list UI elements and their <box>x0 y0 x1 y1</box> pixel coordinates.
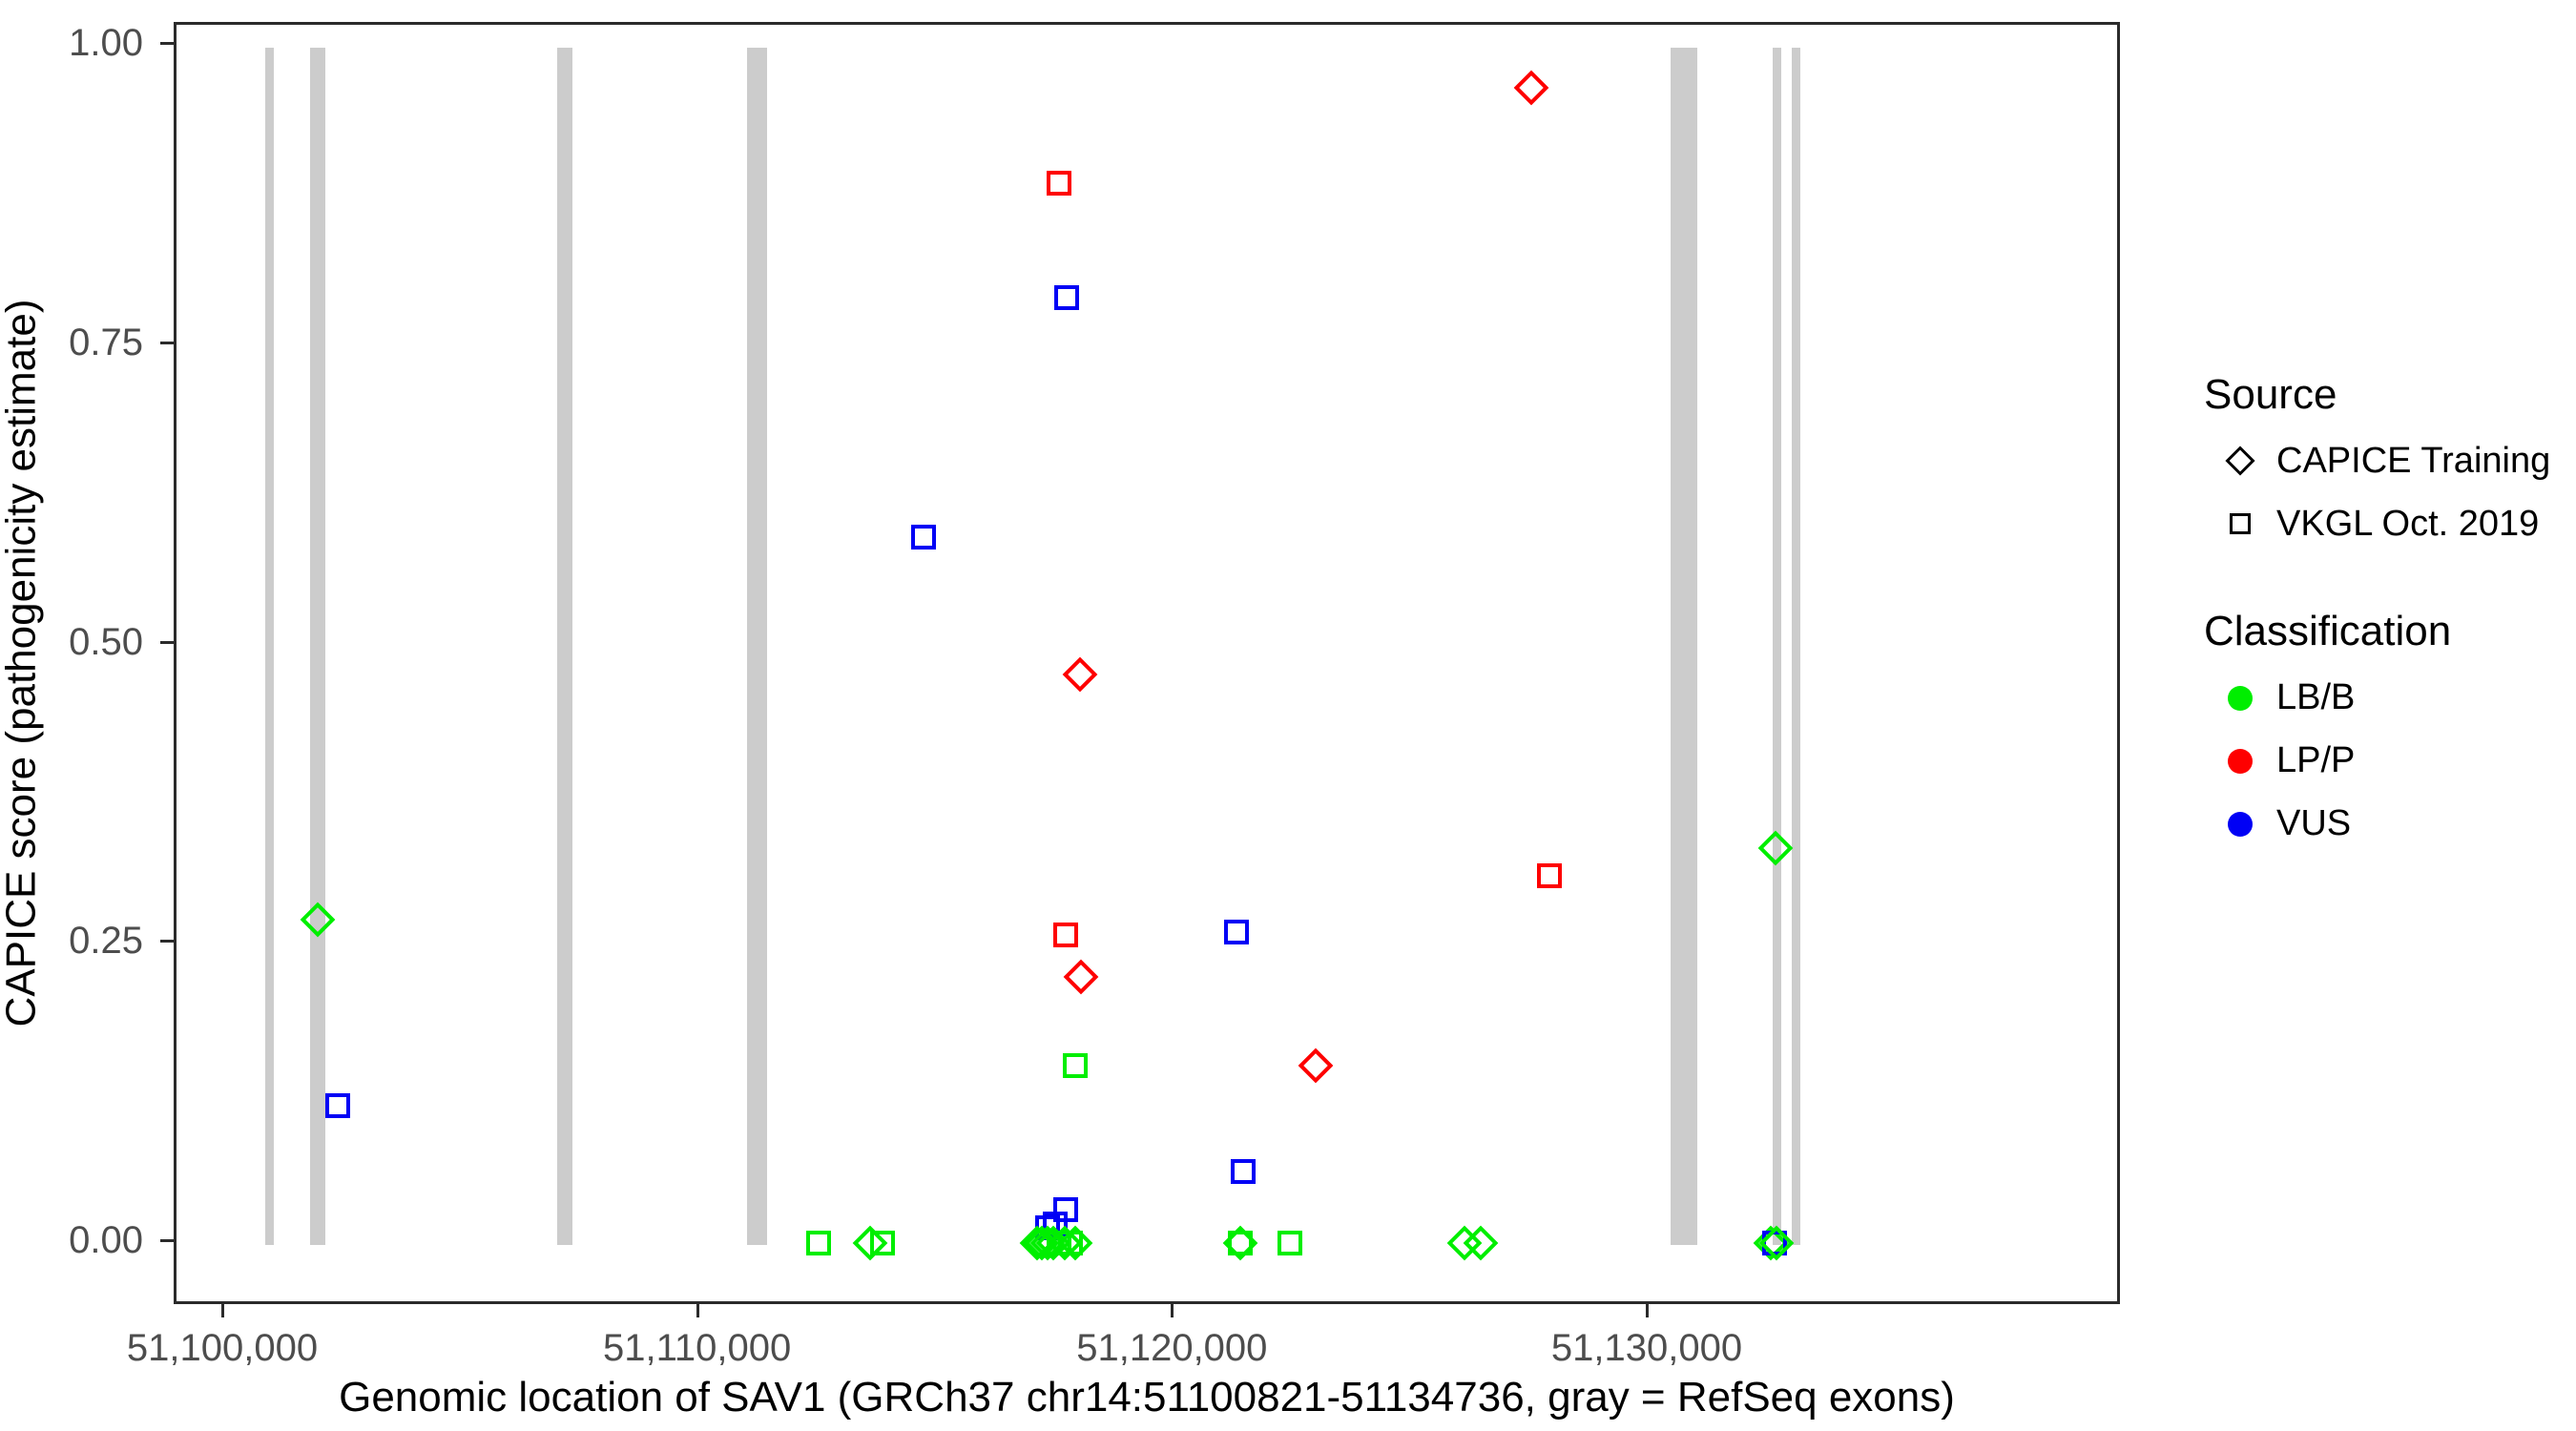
color-dot-icon <box>2204 811 2276 837</box>
y-tick-mark <box>160 940 174 944</box>
x-tick-label: 51,130,000 <box>1550 1327 1743 1369</box>
exon-bar <box>1671 48 1697 1245</box>
data-point <box>1062 656 1098 693</box>
data-point <box>910 524 936 550</box>
legend-item-label: VUS <box>2276 803 2352 844</box>
legend-classification-title: Classification <box>2204 608 2452 655</box>
y-tick-label: 0.00 <box>69 1219 143 1261</box>
legend-item-vkgl[interactable]: VKGL Oct. 2019 <box>2204 492 2566 555</box>
y-tick-label: 0.75 <box>69 321 143 363</box>
data-point <box>1057 1231 1083 1255</box>
dot-glyph <box>2228 748 2253 774</box>
color-dot-icon <box>2204 748 2276 774</box>
data-point <box>806 1231 832 1255</box>
legend-item-label: LB/B <box>2276 677 2356 718</box>
y-tick-label: 1.00 <box>69 22 143 64</box>
legend-item-label: VKGL Oct. 2019 <box>2276 503 2540 544</box>
legend-item-vus[interactable]: VUS <box>2204 793 2566 856</box>
data-point <box>1298 1047 1334 1084</box>
color-dot-icon <box>2204 685 2276 711</box>
data-point <box>1053 284 1079 310</box>
plot-area <box>177 25 2117 1301</box>
data-point <box>869 1231 895 1255</box>
data-point <box>325 1092 351 1118</box>
legend-source-title: Source <box>2204 371 2337 418</box>
legend-classification-items: LB/B LP/P VUS <box>2204 667 2566 856</box>
x-tick-mark <box>696 1304 699 1317</box>
y-tick-mark <box>160 341 174 344</box>
data-point <box>1762 1231 1788 1255</box>
dot-glyph <box>2228 685 2253 711</box>
y-tick-mark <box>160 42 174 45</box>
legend-item-lb-b[interactable]: LB/B <box>2204 667 2566 730</box>
x-tick-label: 51,100,000 <box>126 1327 319 1369</box>
data-point <box>1757 830 1794 866</box>
data-point <box>1063 959 1099 995</box>
x-tick-mark <box>1646 1304 1649 1317</box>
x-tick-mark <box>1171 1304 1174 1317</box>
dot-glyph <box>2228 811 2253 837</box>
y-tick-mark <box>160 1239 174 1242</box>
x-axis-title: Genomic location of SAV1 (GRCh37 chr14:5… <box>339 1374 1955 1421</box>
data-point <box>1513 70 1548 106</box>
legend-item-lp-p[interactable]: LP/P <box>2204 730 2566 793</box>
plot-panel <box>174 22 2120 1304</box>
x-tick-mark <box>221 1304 224 1317</box>
data-point <box>1046 171 1071 197</box>
data-point <box>1230 1158 1256 1184</box>
data-point <box>1062 1053 1088 1079</box>
y-axis-title-text: CAPICE score (pathogenicity estimate) <box>0 299 45 1027</box>
data-point <box>1277 1231 1302 1255</box>
data-point <box>300 902 335 938</box>
y-tick-label: 0.25 <box>69 920 143 963</box>
square-marker-icon <box>2204 513 2276 535</box>
x-tick-label: 51,110,000 <box>603 1327 792 1369</box>
exon-bar <box>265 48 275 1245</box>
y-tick-label: 0.50 <box>69 620 143 663</box>
data-point <box>1537 862 1563 888</box>
data-point <box>1224 919 1250 944</box>
exon-bar <box>557 48 573 1245</box>
exon-bar <box>1773 48 1782 1245</box>
exon-bar <box>309 48 326 1245</box>
y-axis-title: CAPICE score (pathogenicity estimate) <box>0 0 50 1326</box>
marker-glyph <box>2230 513 2251 535</box>
exon-bar <box>747 48 768 1245</box>
legend-spacer <box>2204 555 2566 609</box>
marker-glyph <box>2225 446 2255 476</box>
data-point <box>1228 1231 1253 1255</box>
diamond-marker-icon <box>2204 446 2276 476</box>
legend-item-capice-training[interactable]: CAPICE Training <box>2204 429 2566 492</box>
legend-item-label: CAPICE Training <box>2276 440 2551 481</box>
legend-source-items: CAPICE Training VKGL Oct. 2019 <box>2204 429 2566 555</box>
x-tick-label: 51,120,000 <box>1076 1327 1268 1369</box>
legend-item-label: LP/P <box>2276 740 2356 781</box>
legend: Source CAPICE Training VKGL Oct. 2019 Cla… <box>2204 371 2566 856</box>
y-tick-mark <box>160 640 174 644</box>
exon-bar <box>1792 48 1801 1245</box>
data-point <box>1052 923 1078 948</box>
